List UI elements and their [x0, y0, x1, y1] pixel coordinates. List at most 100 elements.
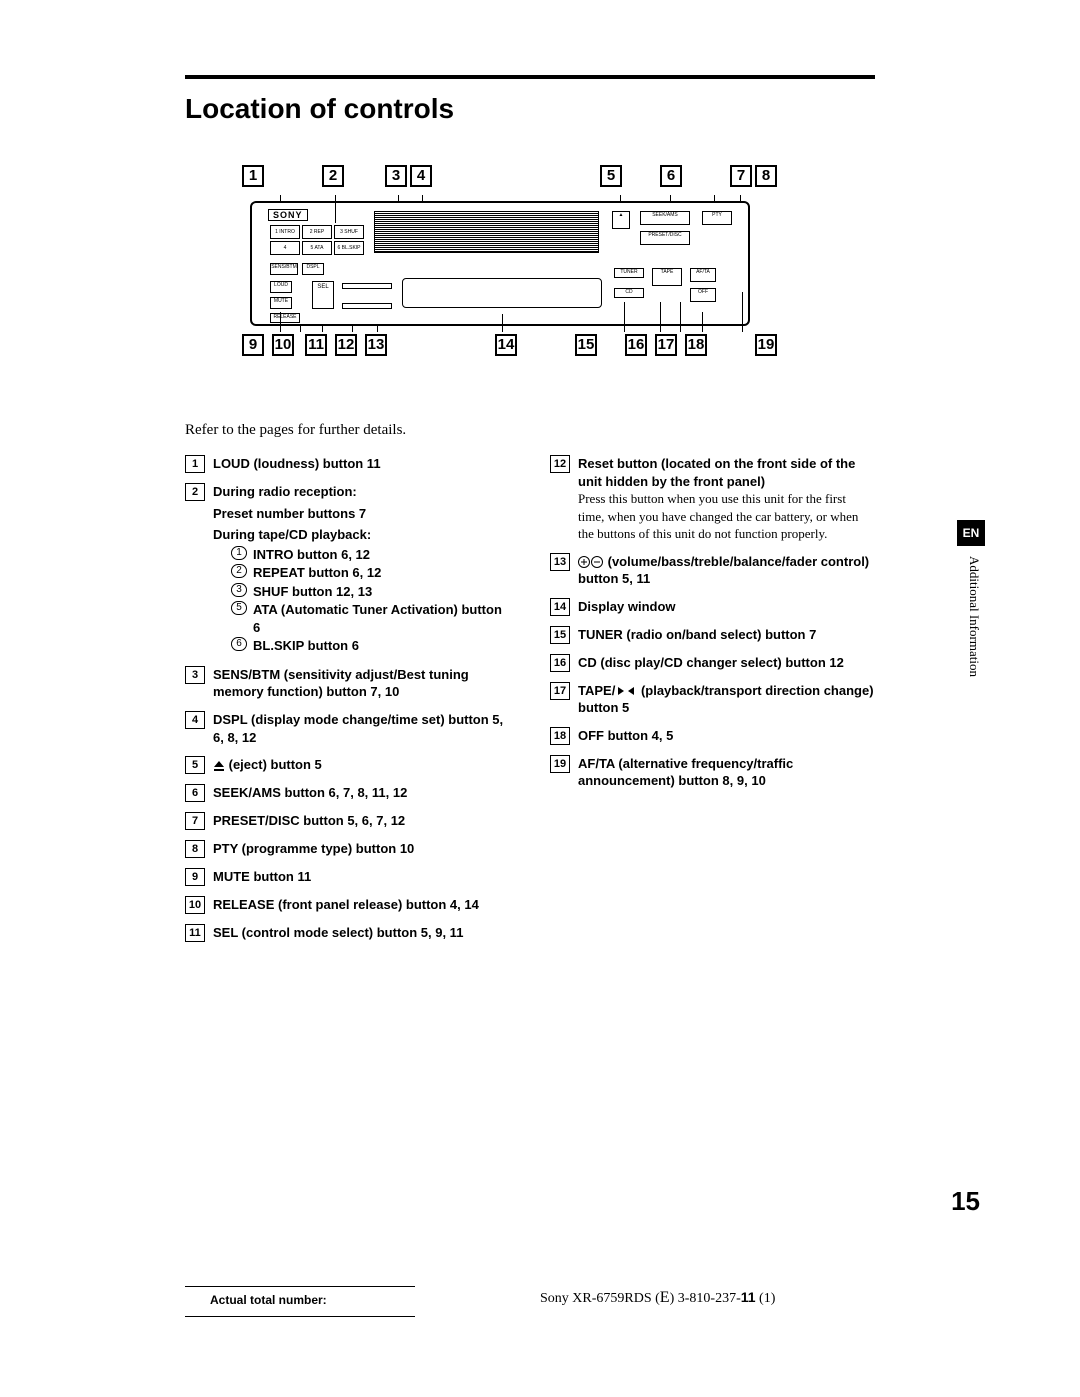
item-body: DSPL (display mode change/time set) butt… — [213, 711, 510, 746]
brand-label: SONY — [268, 209, 308, 221]
eject-btn: ▲ — [612, 211, 630, 229]
item-number: 13 — [550, 553, 570, 571]
control-item-9: 9 MUTE button 11 — [185, 868, 510, 886]
footer-rule-1 — [185, 1286, 415, 1287]
item-number: 9 — [185, 868, 205, 886]
control-item-11: 11 SEL (control mode select) button 5, 9,… — [185, 924, 510, 942]
preset-btn: 2 REP — [302, 225, 332, 239]
preset-btn: 6 BL.SKIP — [334, 241, 364, 255]
control-item-12: 12 Reset button (located on the front sid… — [550, 455, 875, 543]
mute-btn: MUTE — [270, 297, 292, 309]
item-body: Display window — [578, 598, 875, 616]
callout-15: 15 — [575, 334, 597, 356]
control-item-19: 19AF/TA (alternative frequency/traffic a… — [550, 755, 875, 790]
item-number: 4 — [185, 711, 205, 729]
control-item-14: 14 Display window — [550, 598, 875, 616]
sub-item: 6BL.SKIP button 6 — [231, 637, 510, 655]
item-number: 7 — [185, 812, 205, 830]
radio-display — [374, 211, 599, 253]
callout-16: 16 — [625, 334, 647, 356]
callout-9: 9 — [242, 334, 264, 356]
control-item-8: 8 PTY (programme type) button 10 — [185, 840, 510, 858]
control-item-15: 15TUNER (radio on/band select) button 7 — [550, 626, 875, 644]
callout-18: 18 — [685, 334, 707, 356]
item-number: 14 — [550, 598, 570, 616]
callout-5: 5 — [600, 165, 622, 187]
sub-item: 3SHUF button 12, 13 — [231, 583, 510, 601]
preset-btn: PRESET/DISC — [640, 231, 690, 245]
cassette-slot — [402, 278, 602, 308]
control-item-1: 1LOUD (loudness) button 11 — [185, 455, 510, 473]
callout-10: 10 — [272, 334, 294, 356]
item-body: SEL (control mode select) button 5, 9, 1… — [213, 924, 510, 942]
item-number: 10 — [185, 896, 205, 914]
item-number: 6 — [185, 784, 205, 802]
sens-btn: SENS/BTM — [270, 263, 298, 275]
item-number: 18 — [550, 727, 570, 745]
vol-up — [342, 283, 392, 289]
intro-text: Refer to the pages for further details. — [185, 422, 985, 439]
seek-btn: SEEK/AMS — [640, 211, 690, 225]
radio-illustration: SONY 1 INTRO2 REP3 SHUF45 ATA6 BL.SKIP S… — [250, 201, 750, 326]
preset-btn: 4 — [270, 241, 300, 255]
item-body: TAPE/ (playback/transport direction chan… — [578, 682, 875, 717]
item-number: 3 — [185, 666, 205, 684]
preset-btn: 5 ATA — [302, 241, 332, 255]
item-body: LOUD (loudness) button 11 — [213, 455, 510, 473]
item-body: (volume/bass/treble/balance/fader contro… — [578, 553, 875, 588]
sub-item: 1INTRO button 6, 12 — [231, 546, 510, 564]
callout-13: 13 — [365, 334, 387, 356]
item-body: SENS/BTM (sensitivity adjust/Best tuning… — [213, 666, 510, 701]
item-number: 5 — [185, 756, 205, 774]
item-number: 19 — [550, 755, 570, 773]
vol-down — [342, 303, 392, 309]
top-rule — [185, 75, 875, 79]
item-number: 15 — [550, 626, 570, 644]
tuner-btn: TUNER — [614, 268, 644, 278]
callout-4: 4 — [410, 165, 432, 187]
control-diagram: 12345678 SONY 1 INTRO2 REP3 SHUF45 ATA6 … — [230, 165, 985, 362]
item-body: PRESET/DISC button 5, 6, 7, 12 — [213, 812, 510, 830]
callout-17: 17 — [655, 334, 677, 356]
control-item-3: 3 SENS/BTM (sensitivity adjust/Best tunin… — [185, 666, 510, 701]
callout-2: 2 — [322, 165, 344, 187]
control-item-16: 16CD (disc play/CD changer select) butto… — [550, 654, 875, 672]
pty-btn: PTY — [702, 211, 732, 225]
cd-btn: CD — [614, 288, 644, 298]
item-number: 12 — [550, 455, 570, 473]
sub-item: 5ATA (Automatic Tuner Activation) button… — [231, 601, 510, 636]
footer-left: Actual total number: — [210, 1293, 327, 1307]
control-item-5: 5 (eject) button 5 — [185, 756, 510, 774]
callout-1: 1 — [242, 165, 264, 187]
control-item-2: 2 During radio reception:Preset number bu… — [185, 483, 510, 656]
item-body: PTY (programme type) button 10 — [213, 840, 510, 858]
callout-14: 14 — [495, 334, 517, 356]
item-number: 8 — [185, 840, 205, 858]
loud-btn: LOUD — [270, 281, 292, 293]
item-body: During radio reception:Preset number but… — [213, 483, 510, 656]
release-btn: RELEASE — [270, 313, 300, 323]
item-body: Reset button (located on the front side … — [578, 455, 875, 543]
item-body: SEEK/AMS button 6, 7, 8, 11, 12 — [213, 784, 510, 802]
page-number: 15 — [951, 1186, 980, 1217]
callout-7: 7 — [730, 165, 752, 187]
callout-8: 8 — [755, 165, 777, 187]
control-item-10: 10RELEASE (front panel release) button 4… — [185, 896, 510, 914]
left-column: 1LOUD (loudness) button 11 2 During radio … — [185, 455, 510, 952]
footer-rule-2 — [185, 1316, 415, 1317]
item-number: 16 — [550, 654, 570, 672]
item-body: OFF button 4, 5 — [578, 727, 875, 745]
callout-3: 3 — [385, 165, 407, 187]
page-title: Location of controls — [185, 93, 985, 125]
sel-btn: SEL — [312, 281, 334, 309]
callout-19: 19 — [755, 334, 777, 356]
item-number: 17 — [550, 682, 570, 700]
callout-6: 6 — [660, 165, 682, 187]
control-item-4: 4 DSPL (display mode change/time set) but… — [185, 711, 510, 746]
preset-btn: 3 SHUF — [334, 225, 364, 239]
item-number: 2 — [185, 483, 205, 501]
item-body: MUTE button 11 — [213, 868, 510, 886]
right-column: 12 Reset button (located on the front sid… — [550, 455, 875, 952]
sub-item: 2REPEAT button 6, 12 — [231, 564, 510, 582]
item-number: 11 — [185, 924, 205, 942]
